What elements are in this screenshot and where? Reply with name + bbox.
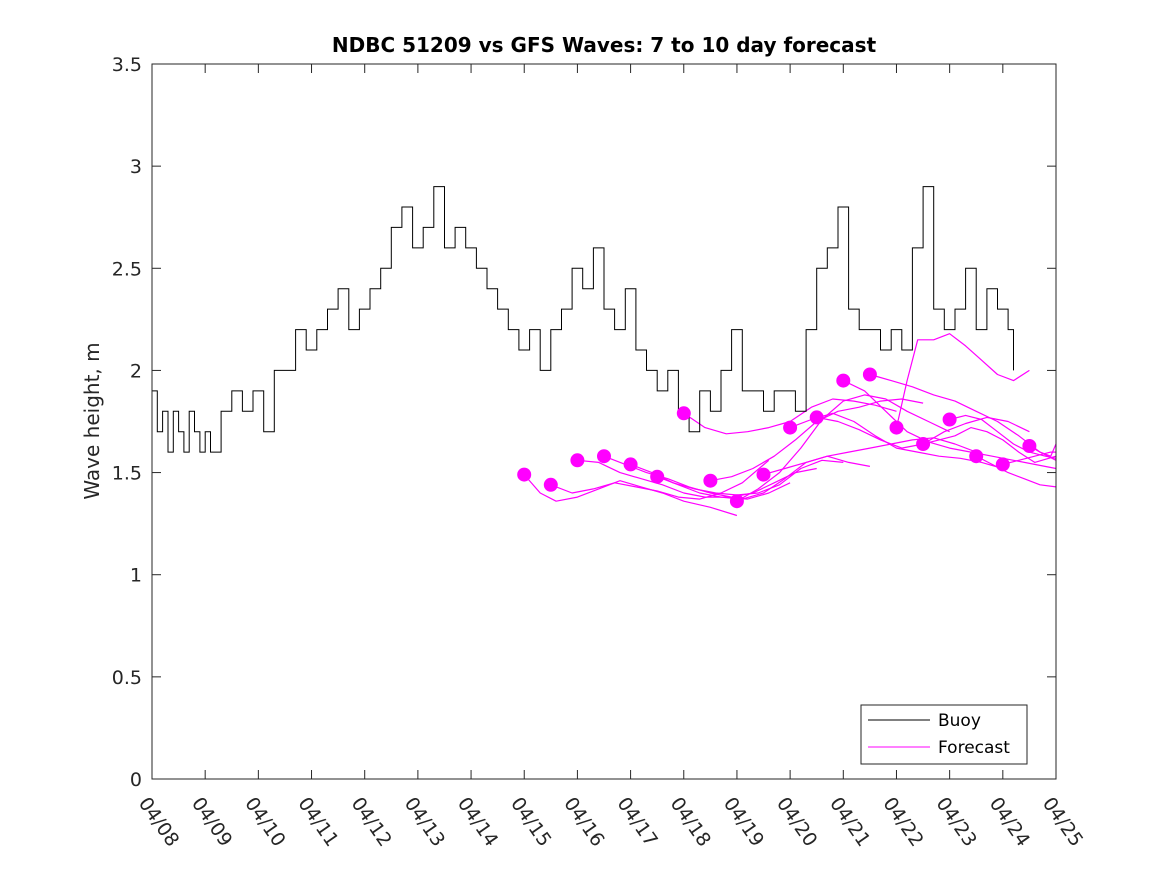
forecast-marker bbox=[650, 469, 665, 484]
plot-frame bbox=[151, 63, 1057, 780]
data-layer bbox=[152, 186, 1057, 517]
forecast-marker bbox=[783, 420, 798, 435]
y-tick-label: 3 bbox=[130, 156, 142, 178]
y-tick-label: 3.5 bbox=[112, 54, 142, 76]
forecast-marker bbox=[756, 467, 771, 482]
forecast-marker bbox=[942, 412, 957, 427]
forecast-line bbox=[975, 455, 1057, 488]
forecast-marker bbox=[703, 473, 718, 488]
y-tick-label: 2 bbox=[130, 360, 142, 382]
forecast-line bbox=[656, 455, 871, 500]
y-tick-label: 0.5 bbox=[112, 667, 142, 689]
legend-buoy-label: Buoy bbox=[938, 711, 981, 731]
legend-box bbox=[860, 704, 1028, 765]
legend-forecast-label: Forecast bbox=[938, 738, 1010, 758]
forecast-marker bbox=[969, 449, 984, 464]
forecast-marker bbox=[995, 457, 1010, 472]
y-tick-label: 2.5 bbox=[112, 258, 142, 280]
forecast-marker bbox=[543, 477, 558, 492]
forecast-marker bbox=[623, 457, 638, 472]
forecast-line bbox=[895, 333, 1030, 428]
forecast-line bbox=[550, 459, 770, 500]
forecast-marker bbox=[597, 449, 611, 464]
forecast-marker bbox=[570, 453, 585, 468]
y-tick-label: 1 bbox=[130, 565, 142, 587]
y-tick-label: 0 bbox=[130, 769, 142, 791]
y-tick-label: 1.5 bbox=[112, 463, 142, 485]
plot-area bbox=[152, 64, 1056, 779]
forecast-marker bbox=[862, 367, 877, 382]
forecast-marker bbox=[676, 406, 691, 421]
forecast-line bbox=[523, 474, 738, 517]
forecast-line bbox=[736, 394, 950, 502]
y-axis-label: Wave height, m bbox=[80, 342, 104, 499]
forecast-marker bbox=[836, 373, 851, 388]
forecast-marker bbox=[916, 437, 931, 451]
forecast-marker bbox=[809, 410, 824, 425]
forecast-line bbox=[603, 455, 817, 498]
chart-title: NDBC 51209 vs GFS Waves: 7 to 10 day for… bbox=[332, 33, 877, 57]
forecast-line bbox=[949, 414, 1057, 459]
forecast-marker bbox=[729, 494, 744, 509]
buoy-line bbox=[152, 186, 1014, 453]
forecast-marker bbox=[889, 420, 904, 435]
forecast-marker bbox=[1022, 439, 1037, 453]
forecast-line bbox=[922, 427, 1057, 463]
forecast-line bbox=[577, 459, 791, 500]
forecast-line bbox=[789, 412, 1003, 470]
legend: Buoy Forecast bbox=[860, 704, 1028, 765]
forecast-marker bbox=[517, 467, 532, 482]
forecast-line bbox=[843, 380, 1057, 470]
